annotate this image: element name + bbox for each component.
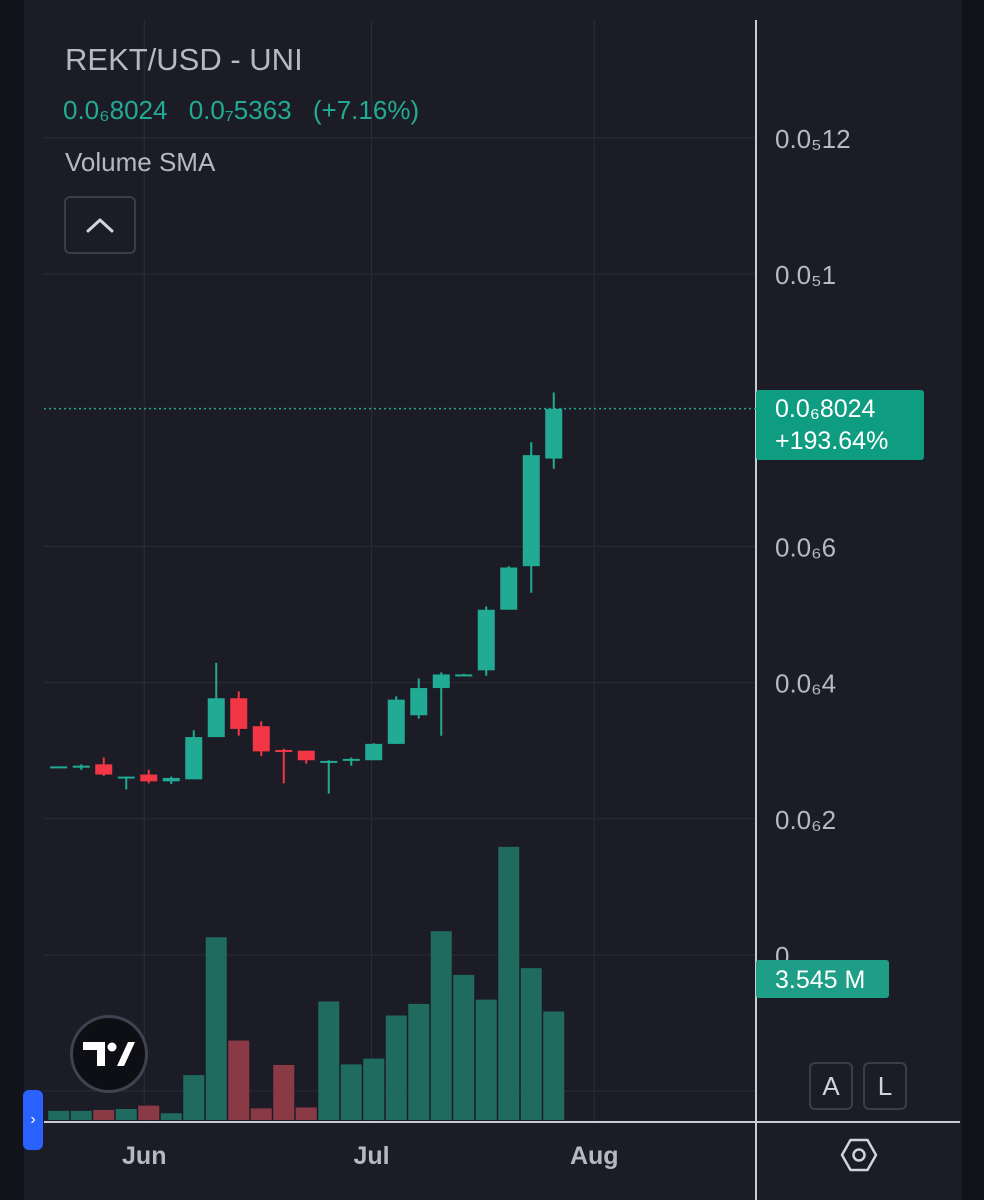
y-tick-label: 0.0₅1 (775, 260, 836, 290)
chart-settings-button[interactable] (838, 1134, 880, 1176)
indicator-label[interactable]: Volume SMA (65, 147, 216, 177)
candle-body (545, 408, 563, 459)
candle-body (500, 567, 518, 610)
volume-bar (48, 1110, 70, 1120)
candle-body (230, 698, 248, 729)
candle-body (252, 726, 270, 752)
badge-layer: 0.0₆8024 +193.64% 3.545 M (44, 390, 924, 998)
candle-body (342, 758, 360, 761)
tradingview-logo-shape (83, 1042, 135, 1066)
candle-body (320, 760, 338, 763)
volume-bar (453, 974, 475, 1120)
volume-bar (160, 1113, 182, 1120)
volume-bar (385, 1015, 407, 1120)
price-change-percent: (+7.16%) (312, 95, 420, 125)
volume-bar (498, 846, 520, 1120)
tradingview-logo-icon[interactable] (70, 1015, 148, 1093)
candle-body (140, 774, 158, 782)
candle-body (117, 776, 135, 779)
y-tick-label: 0.0₅12 (775, 124, 851, 154)
collapse-legend-button[interactable] (64, 196, 136, 254)
last-price-change: +193.64% (775, 427, 888, 455)
volume-bar (250, 1108, 272, 1120)
price-readout: 0.0₆8024 0.0₇5363 (+7.16%) (63, 95, 433, 126)
candle-body (387, 699, 405, 744)
volume-bar (543, 1011, 565, 1120)
volume-bar (408, 1003, 430, 1120)
chevron-up-icon (86, 218, 114, 233)
y-tick-label: 0.0₆2 (775, 805, 836, 835)
candle-body (50, 766, 68, 769)
volume-bar (475, 999, 497, 1120)
candle-layer (50, 392, 563, 794)
right-frame-edge (962, 0, 984, 1200)
y-tick-label: 0.0₆4 (775, 669, 836, 699)
volume-bar (70, 1110, 92, 1120)
candle-body (72, 765, 90, 768)
auto-scale-button[interactable]: A (809, 1062, 853, 1110)
candle-body (477, 609, 495, 671)
side-panel-toggle[interactable]: › (23, 1090, 43, 1150)
candle-body (522, 455, 540, 567)
volume-bar (430, 931, 452, 1120)
candle-body (207, 698, 225, 738)
grid-layer (44, 20, 756, 1122)
volume-bar (138, 1105, 160, 1120)
settings-hexagon-icon (840, 1138, 878, 1172)
left-frame-edge (0, 0, 24, 1200)
volume-bar (295, 1107, 317, 1120)
x-tick-label: Jul (353, 1142, 389, 1170)
volume-bar (363, 1058, 385, 1120)
x-tick-label: Jun (122, 1142, 166, 1170)
candle-body (95, 764, 113, 775)
symbol-title[interactable]: REKT/USD - UNI (65, 42, 303, 77)
price-change: 0.0₇5363 (188, 95, 292, 125)
volume-bar (115, 1109, 137, 1120)
volume-bar (318, 1001, 340, 1120)
candle-body (275, 750, 293, 753)
volume-bar (273, 1065, 295, 1120)
volume-bar (93, 1109, 115, 1120)
candle-body (297, 750, 315, 761)
candle-body (432, 674, 450, 689)
volume-badge-value: 3.545 M (775, 966, 865, 994)
volume-badge (756, 960, 889, 998)
candle-body (185, 737, 203, 780)
candle-body (162, 777, 180, 782)
y-tick-label: 0.0₆6 (775, 532, 836, 562)
volume-bar (228, 1040, 250, 1120)
candle-body (455, 674, 473, 677)
candle-body (410, 688, 428, 716)
last-price-badge (756, 390, 924, 460)
volume-bar (205, 937, 227, 1120)
volume-bar (340, 1064, 362, 1120)
last-price-value: 0.0₆8024 (775, 395, 876, 423)
volume-layer (48, 846, 565, 1120)
candle-body (365, 743, 383, 761)
log-scale-button[interactable]: L (863, 1062, 907, 1110)
volume-bar (520, 968, 542, 1120)
close-price: 0.0₆8024 (63, 95, 168, 125)
volume-bar (183, 1075, 205, 1120)
x-tick-label: Aug (570, 1142, 619, 1170)
